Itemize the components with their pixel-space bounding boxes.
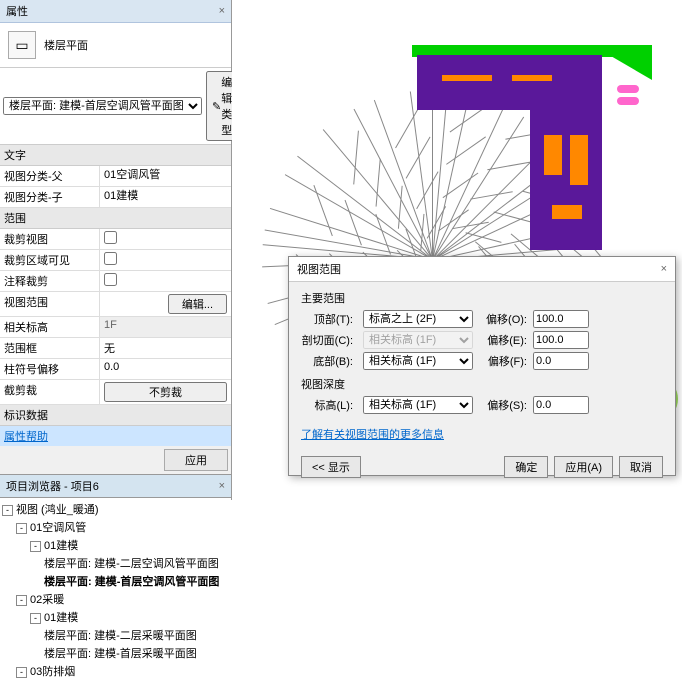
tree-label[interactable]: 楼层平面: 建模-首层空调风管平面图	[44, 576, 219, 588]
tree-label[interactable]: 03防排烟	[30, 666, 75, 678]
tree-label[interactable]: 01建模	[44, 540, 78, 552]
properties-panel-title: 属性 ×	[0, 0, 231, 23]
project-browser-title: 项目浏览器 - 项目6 ×	[0, 475, 231, 498]
tree-item-plan-1f-heat[interactable]: 楼层平面: 建模-首层采暖平面图	[2, 644, 229, 662]
label-annotation-crop: 注释裁剪	[0, 271, 100, 291]
input-offset-bottom[interactable]	[533, 352, 589, 370]
label-cut: 剖切面(C):	[301, 332, 357, 348]
select-level[interactable]: 相关标高 (1F)	[363, 396, 473, 414]
floor-plan-icon: ▭	[8, 31, 36, 59]
label-view-class-parent: 视图分类-父	[0, 166, 100, 186]
button-show[interactable]: << 显示	[301, 456, 361, 478]
label-column-offset: 柱符号偏移	[0, 359, 100, 379]
tree-toggle-icon[interactable]: -	[16, 667, 27, 678]
tree-label[interactable]: 01空调风管	[30, 522, 86, 534]
properties-title-text: 属性	[6, 3, 28, 19]
tree-label[interactable]: 02采暖	[30, 594, 64, 606]
label-view-class-child: 视图分类-子	[0, 187, 100, 207]
tree-label[interactable]: 视图 (鸿业_暖通)	[16, 504, 99, 516]
learn-more-link[interactable]: 了解有关视图范围的更多信息	[301, 426, 444, 442]
tree-item-heating[interactable]: -02采暖	[2, 590, 229, 608]
tree-item-plan-1f-duct[interactable]: 楼层平面: 建模-首层空调风管平面图	[2, 572, 229, 590]
tree-toggle-icon[interactable]: -	[16, 523, 27, 534]
label-crop-view: 裁剪视图	[0, 229, 100, 249]
label-offset-bottom: 偏移(F):	[479, 353, 527, 369]
checkbox-crop-visible[interactable]	[104, 252, 117, 265]
button-edit-view-range[interactable]: 编辑...	[168, 294, 227, 314]
tree-item-model-01[interactable]: -01建模	[2, 536, 229, 554]
tree-label[interactable]: 01建模	[44, 612, 78, 624]
label-offset-level: 偏移(S):	[479, 397, 527, 413]
button-apply[interactable]: 应用(A)	[554, 456, 613, 478]
main-scope-label: 主要范围	[301, 290, 663, 306]
browser-close-icon[interactable]: ×	[219, 480, 225, 492]
button-cancel[interactable]: 取消	[619, 456, 663, 478]
dialog-titlebar[interactable]: 视图范围 ×	[289, 257, 675, 282]
label-crop-visible: 裁剪区域可见	[0, 250, 100, 270]
input-offset-top[interactable]	[533, 310, 589, 328]
select-cut[interactable]: 相关标高 (1F)	[363, 331, 473, 349]
value-scope-box[interactable]: 无	[100, 338, 231, 358]
tree-toggle-icon[interactable]: -	[30, 613, 41, 624]
dialog-close-icon[interactable]: ×	[661, 263, 667, 275]
tree-item-views-root[interactable]: -视图 (鸿业_暖通)	[2, 500, 229, 518]
type-selector[interactable]: 楼层平面: 建模-首层空调风管平面图	[3, 97, 202, 115]
tree-label[interactable]: 楼层平面: 建模-二层采暖平面图	[44, 630, 197, 642]
section-identity: 标识数据	[0, 405, 231, 426]
label-view-range: 视图范围	[0, 292, 100, 316]
input-offset-cut[interactable]	[533, 331, 589, 349]
button-ok[interactable]: 确定	[504, 456, 548, 478]
checkbox-annotation-crop[interactable]	[104, 273, 117, 286]
floor-plan-type-label: 楼层平面	[44, 37, 88, 53]
section-scope: 范围	[0, 208, 231, 229]
properties-close-icon[interactable]: ×	[219, 5, 225, 17]
label-offset-top: 偏移(O):	[479, 311, 527, 327]
view-depth-label: 视图深度	[301, 376, 663, 392]
label-level: 标高(L):	[301, 397, 357, 413]
input-view-class-parent[interactable]	[104, 168, 227, 180]
tree-label[interactable]: 楼层平面: 建模-二层空调风管平面图	[44, 558, 219, 570]
input-column-offset[interactable]	[104, 361, 227, 373]
tree-item-plan-2f-duct[interactable]: 楼层平面: 建模-二层空调风管平面图	[2, 554, 229, 572]
properties-apply-button[interactable]: 应用	[164, 449, 228, 471]
label-scope-box: 范围框	[0, 338, 100, 358]
project-browser-tree: -视图 (鸿业_暖通)-01空调风管-01建模楼层平面: 建模-二层空调风管平面…	[0, 498, 231, 678]
tree-item-smoke[interactable]: -03防排烟	[2, 662, 229, 678]
properties-help-link[interactable]: 属性帮助	[0, 426, 231, 446]
input-view-class-child[interactable]	[104, 189, 227, 201]
label-bottom: 底部(B):	[301, 353, 357, 369]
tree-toggle-icon[interactable]: -	[16, 595, 27, 606]
tree-item-plan-2f-heat[interactable]: 楼层平面: 建模-二层采暖平面图	[2, 626, 229, 644]
label-offset-cut: 偏移(E):	[479, 332, 527, 348]
tree-toggle-icon[interactable]: -	[30, 541, 41, 552]
dialog-title-text: 视图范围	[297, 261, 341, 277]
select-bottom[interactable]: 相关标高 (1F)	[363, 352, 473, 370]
label-top: 顶部(T):	[301, 311, 357, 327]
tree-label[interactable]: 楼层平面: 建模-首层采暖平面图	[44, 648, 197, 660]
tree-toggle-icon[interactable]: -	[2, 505, 13, 516]
checkbox-crop-view[interactable]	[104, 231, 117, 244]
label-crop-cut: 截剪裁	[0, 380, 100, 404]
input-offset-level[interactable]	[533, 396, 589, 414]
section-text: 文字	[0, 145, 231, 166]
value-related-level: 1F	[100, 317, 231, 337]
view-range-dialog: 视图范围 × 主要范围 顶部(T): 标高之上 (2F) 偏移(O): 剖切面(…	[288, 256, 676, 476]
tree-item-hvac-duct[interactable]: -01空调风管	[2, 518, 229, 536]
edit-icon: ✎	[212, 100, 221, 113]
label-related-level: 相关标高	[0, 317, 100, 337]
properties-type-header: ▭ 楼层平面	[0, 23, 231, 68]
select-top[interactable]: 标高之上 (2F)	[363, 310, 473, 328]
button-crop-cut[interactable]: 不剪裁	[104, 382, 227, 402]
building-plan	[412, 45, 652, 155]
tree-item-heating-model[interactable]: -01建模	[2, 608, 229, 626]
